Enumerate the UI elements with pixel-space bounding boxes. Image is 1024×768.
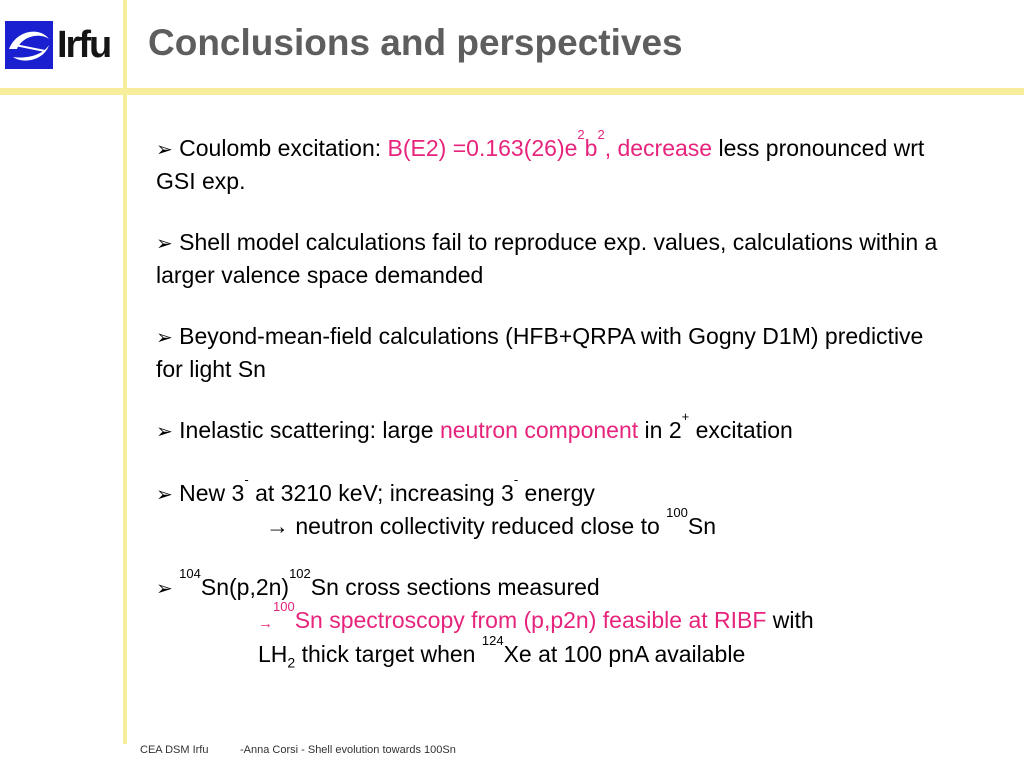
bullet-coulomb-excitation: ➢ Coulomb excitation: B(E2) =0.163(26)e2… [156,128,956,197]
arrow-bullet-icon: ➢ [156,233,173,255]
bullet-text: Beyond-mean-field calculations (HFB+QRPA… [156,323,924,382]
superscript: 2 [577,127,585,142]
superscript: 2 [597,127,605,142]
highlight-text: , decrease [604,135,713,161]
superscript: - [244,472,249,487]
bullet-inelastic-scattering: ➢ Inelastic scattering: large neutron co… [156,410,956,448]
bullet-subline: → neutron collectivity reduced close to … [156,506,956,542]
arrow-bullet-icon: ➢ [156,484,173,506]
bullet-text: → neutron collectivity reduced close to [266,513,667,539]
bullet-beyond-mean-field: ➢ Beyond-mean-field calculations (HFB+QR… [156,321,956,385]
bullet-text: Shell model calculations fail to reprodu… [156,229,938,288]
bullet-text: in 2 [638,417,682,443]
superscript: + [681,409,690,424]
superscript: 100 [273,599,295,614]
superscript: 124 [481,633,504,648]
bullet-text: LH [258,641,288,667]
page-title: Conclusions and perspectives [148,22,683,63]
bullet-subline: LH2 thick target when 124Xe at 100 pnA a… [156,634,956,671]
bullet-text: New 3 [179,480,245,506]
highlight-text: B(E2) =0.163(26)e [387,135,578,161]
arrow-bullet-icon: ➢ [156,421,173,443]
bullet-subline: →100Sn spectroscopy from (p,p2n) feasibl… [156,600,956,639]
right-arrow-icon: → [258,615,273,632]
bullet-text: Sn cross sections measured [310,574,600,600]
logo-swirl-icon [5,21,53,69]
bullet-text: Xe at 100 pnA available [503,641,746,667]
logo-text: Irfu [57,24,112,66]
footer-author: -Anna Corsi - Shell evolution towards 10… [240,744,456,756]
bullet-text: energy [518,480,595,506]
highlight-text: b [584,135,598,161]
highlight-text: neutron component [439,417,639,443]
bullet-line: ➢ New 3- at 3210 keV; increasing 3- ener… [156,473,956,511]
bullet-text: less pronounced wrt GSI exp. [156,135,925,194]
arrow-bullet-icon: ➢ [156,139,173,161]
irfu-logo: Irfu [5,18,117,70]
bullet-text: Sn [687,513,716,539]
bullet-text: Sn(p,2n) [200,574,290,600]
bullet-new-state: ➢ New 3- at 3210 keV; increasing 3- ener… [156,473,956,542]
highlight-text: Sn spectroscopy from (p,p2n) feasible at… [294,607,767,633]
arrow-bullet-icon: ➢ [156,578,173,600]
superscript: 100 [666,505,688,520]
subscript: 2 [287,654,296,671]
bullet-cross-sections: ➢ 104Sn(p,2n)102Sn cross sections measur… [156,567,956,671]
superscript: 104 [179,566,201,581]
superscript: 102 [289,566,311,581]
bullet-text: thick target when [295,641,482,667]
bullet-text: Inelastic scattering: large [179,417,440,443]
slide-content: ➢ Coulomb excitation: B(E2) =0.163(26)e2… [156,128,956,700]
bullet-line: ➢ 104Sn(p,2n)102Sn cross sections measur… [156,567,956,605]
bullet-text: at 3210 keV; increasing 3 [248,480,514,506]
header-divider [0,88,1024,95]
superscript: - [513,472,519,487]
arrow-bullet-icon: ➢ [156,327,173,349]
bullet-shell-model: ➢ Shell model calculations fail to repro… [156,227,956,291]
bullet-text: with [766,607,814,633]
footer-org: CEA DSM Irfu [140,744,209,756]
bullet-text: Coulomb excitation: [179,135,388,161]
bullet-text: excitation [689,417,793,443]
vertical-divider [123,0,127,744]
